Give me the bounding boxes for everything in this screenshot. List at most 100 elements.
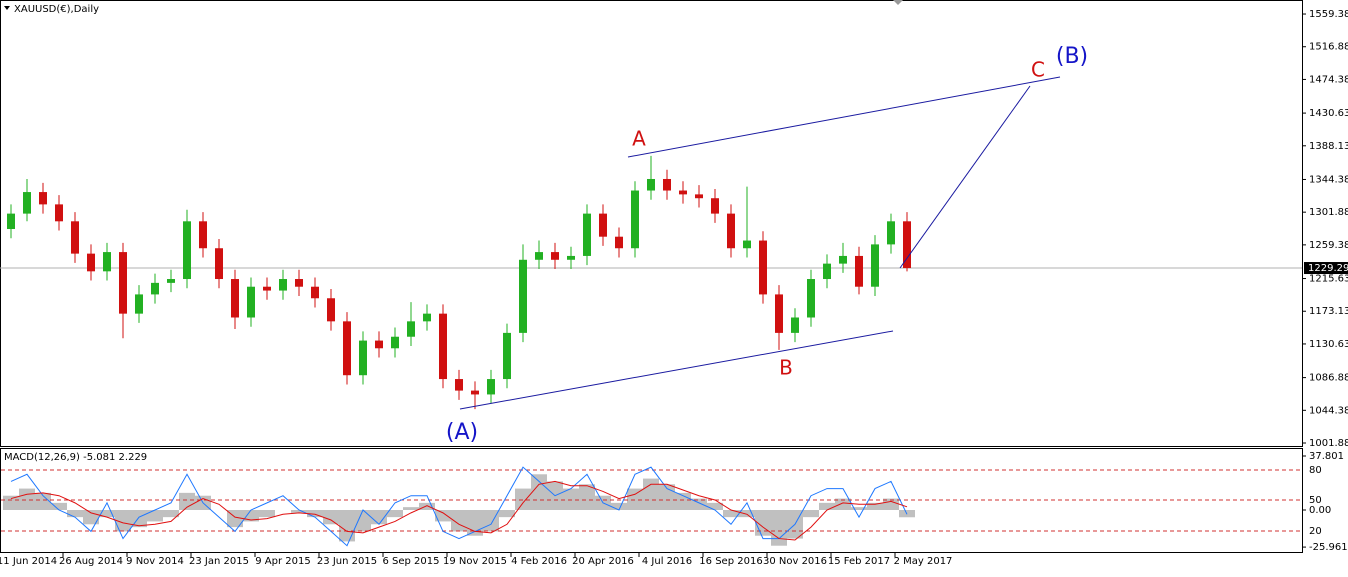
candle-body (759, 240, 767, 295)
x-tick-label: 4 Jul 2016 (642, 556, 692, 567)
x-tick-label: 23 Jun 2015 (317, 556, 377, 567)
candle-body (695, 194, 703, 199)
candle-body (7, 213, 15, 230)
candle-body (839, 255, 847, 264)
candle-body (551, 252, 559, 260)
macd-bar (691, 498, 707, 510)
trend-line (899, 85, 1031, 269)
oscillator-line (10, 466, 908, 547)
macd-bar (435, 510, 451, 522)
candle-body (711, 198, 719, 214)
candle-body (567, 255, 575, 260)
y-tick-label: 1173.13 (1309, 306, 1348, 317)
candle-body (247, 286, 255, 318)
candle-body (103, 252, 111, 272)
macd-bar (179, 492, 195, 510)
candle-body (199, 221, 207, 249)
macd-bar (115, 510, 131, 532)
macd-bar (499, 510, 515, 518)
y-tick-label: 1430.63 (1309, 108, 1348, 119)
x-tick-label: 16 Sep 2016 (699, 556, 762, 567)
macd-bar (819, 502, 835, 510)
macd-bar (387, 510, 403, 518)
price-pane (0, 0, 1303, 447)
price-tag (1304, 262, 1348, 275)
candle-body (295, 279, 303, 287)
macd-bar (163, 510, 179, 518)
x-tick-label: 26 Aug 2014 (59, 556, 123, 567)
candle-body (311, 286, 319, 299)
candle-body (39, 192, 47, 205)
candle-body (823, 263, 831, 280)
x-tick-label: 6 Sep 2015 (382, 556, 439, 567)
candle-body (263, 286, 271, 291)
plot: 1001.88 1044.38 1086.88 1130.63 1173.13 1215.… (0, 9, 1348, 567)
macd-bar (355, 510, 371, 532)
macd-bar (3, 495, 19, 510)
candle-body (631, 190, 639, 249)
candle-body (663, 178, 671, 191)
macd-bar (835, 498, 851, 510)
y-tick-label: 1001.88 (1309, 438, 1348, 449)
candle-body (535, 252, 543, 260)
candle-body (391, 336, 399, 349)
y-tick-label: 1044.38 (1309, 405, 1348, 416)
macd-bar (611, 502, 627, 510)
macd-bar (723, 510, 739, 518)
candle-body (903, 221, 911, 269)
wave-label: C (1031, 58, 1045, 82)
y-tick-label: 1388.13 (1309, 141, 1348, 152)
macd-bar (643, 478, 659, 510)
macd-bar (19, 488, 35, 510)
wave-label: B (779, 356, 793, 380)
x-tick-label: 11 Jun 2014 (0, 556, 57, 567)
candle-body (791, 317, 799, 333)
macd-bar (627, 488, 643, 510)
candle-body (583, 213, 591, 256)
y-tick-label: 1259.38 (1309, 240, 1348, 251)
candle-body (215, 248, 223, 280)
x-tick-label: 19 Nov 2015 (443, 556, 507, 567)
macd-bar (579, 484, 595, 510)
signal-line (10, 480, 908, 541)
macd-bar (323, 510, 339, 525)
candle-body (727, 213, 735, 249)
trend-line (459, 330, 894, 410)
candle-body (119, 252, 127, 314)
macd-bar (851, 507, 867, 510)
symbol-menu[interactable] (4, 6, 10, 10)
candle-body (23, 192, 31, 214)
x-tick-label: 20 Apr 2016 (572, 556, 634, 567)
macd-bar (771, 510, 787, 546)
x-tick-label: 4 Feb 2016 (511, 556, 567, 567)
candle-body (375, 340, 383, 349)
x-tick-label: 30 Nov 2016 (763, 556, 827, 567)
x-tick-label: 9 Nov 2014 (126, 556, 184, 567)
macd-bar (739, 510, 755, 518)
macd-bar (707, 502, 723, 510)
y-tick-label: 1130.63 (1309, 339, 1348, 350)
candle-body (599, 213, 607, 237)
candle-body (231, 279, 239, 318)
macd-level-label: 20 (1309, 526, 1322, 537)
candle-body (871, 244, 879, 287)
macd-bar (883, 498, 899, 510)
price-tag-label: 1229.29 (1308, 263, 1348, 274)
candle-body (887, 221, 895, 245)
chart-title: XAUUSD(€),Daily (14, 4, 99, 15)
candle-body (279, 279, 287, 291)
candle-body (487, 379, 495, 395)
scroll-marker (893, 0, 903, 5)
macd-bar (515, 488, 531, 510)
candle-body (327, 298, 335, 322)
y-tick-label: 1215.63 (1309, 274, 1348, 285)
candle-body (87, 253, 95, 272)
macd-bar (483, 510, 499, 532)
wave-label: A (632, 127, 646, 151)
candle-body (615, 236, 623, 249)
macd-bar (419, 502, 435, 510)
macd-tick-label: 0.00 (1309, 505, 1331, 516)
macd-bar (99, 510, 115, 518)
y-tick-label: 1559.38 (1309, 9, 1348, 20)
